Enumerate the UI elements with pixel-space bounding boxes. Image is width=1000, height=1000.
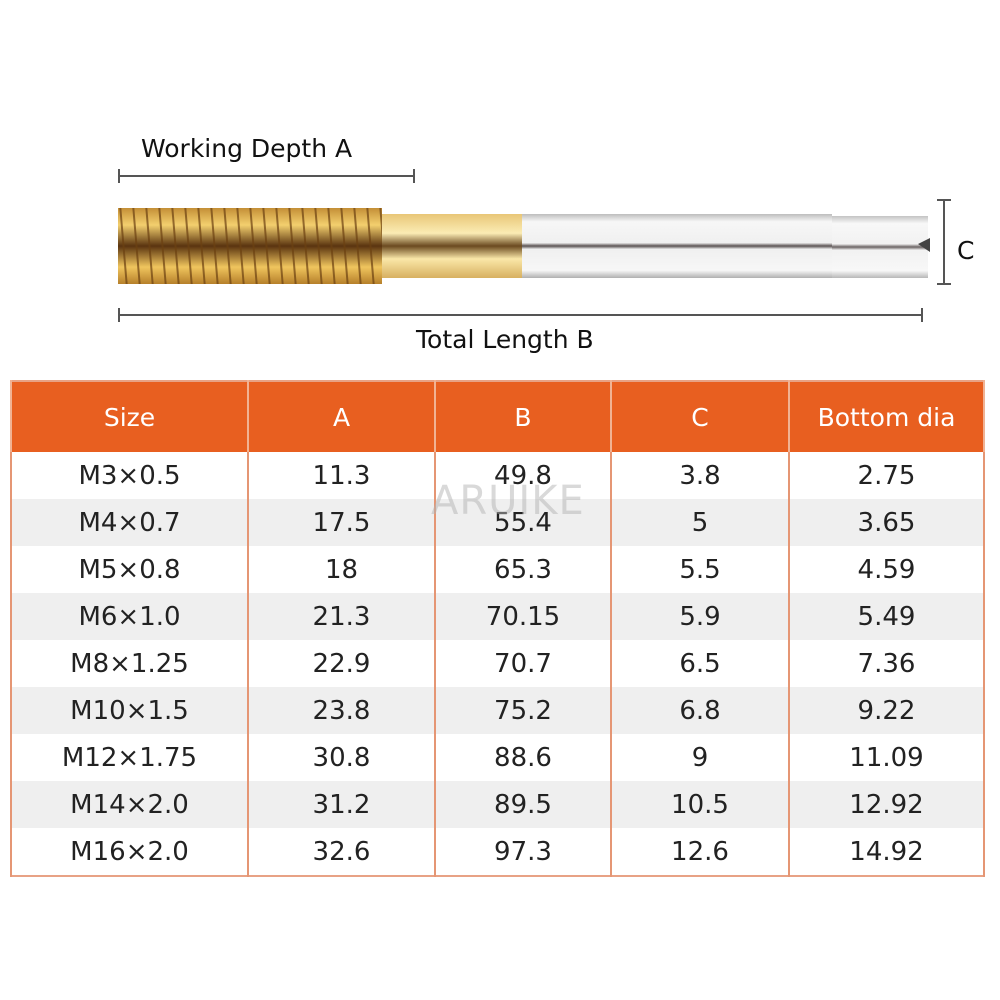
cell-b: 88.6 <box>434 734 612 781</box>
cell-c: 5 <box>610 499 790 546</box>
cell-size: M10×1.5 <box>10 687 249 734</box>
header-a: A <box>247 381 436 452</box>
cell-bottom-dia: 5.49 <box>788 593 985 640</box>
cell-bottom-dia: 7.36 <box>788 640 985 687</box>
cell-a: 32.6 <box>247 828 436 876</box>
table-header-row: Size A B C Bottom dia <box>10 381 985 452</box>
working-depth-line <box>118 175 414 177</box>
cell-c: 6.8 <box>610 687 790 734</box>
cell-b: 75.2 <box>434 687 612 734</box>
working-depth-label: Working Depth A <box>141 134 353 163</box>
table-row: M6×1.0 21.3 70.15 5.9 5.49 <box>10 593 985 640</box>
cell-bottom-dia: 3.65 <box>788 499 985 546</box>
cell-size: M16×2.0 <box>10 828 249 876</box>
cell-a: 23.8 <box>247 687 436 734</box>
diameter-label: C <box>957 236 975 265</box>
working-depth-tick-left <box>118 169 120 183</box>
cell-size: M6×1.0 <box>10 593 249 640</box>
cell-a: 11.3 <box>247 452 436 499</box>
total-length-label: Total Length B <box>416 325 594 354</box>
cell-c: 5.9 <box>610 593 790 640</box>
tap-illustration <box>118 208 930 284</box>
specification-table: Size A B C Bottom dia M3×0.5 11.3 49.8 3… <box>10 380 985 877</box>
cell-bottom-dia: 2.75 <box>788 452 985 499</box>
cell-b: 49.8 <box>434 452 612 499</box>
table-row: M16×2.0 32.6 97.3 12.6 14.92 <box>10 828 985 876</box>
diameter-line <box>943 199 945 285</box>
table-row: M3×0.5 11.3 49.8 3.8 2.75 <box>10 452 985 499</box>
header-b: B <box>434 381 612 452</box>
diameter-tick-top <box>937 199 951 201</box>
cell-a: 31.2 <box>247 781 436 828</box>
cell-b: 70.7 <box>434 640 612 687</box>
total-length-tick-right <box>921 308 923 322</box>
header-size: Size <box>10 381 249 452</box>
cell-c: 10.5 <box>610 781 790 828</box>
tap-dimension-diagram: Working Depth A <box>0 0 1000 370</box>
cell-b: 70.15 <box>434 593 612 640</box>
cell-c: 12.6 <box>610 828 790 876</box>
total-length-tick-left <box>118 308 120 322</box>
table-row: M10×1.5 23.8 75.2 6.8 9.22 <box>10 687 985 734</box>
header-c: C <box>610 381 790 452</box>
cell-size: M4×0.7 <box>10 499 249 546</box>
cell-size: M8×1.25 <box>10 640 249 687</box>
cell-a: 30.8 <box>247 734 436 781</box>
cell-bottom-dia: 4.59 <box>788 546 985 593</box>
cell-c: 9 <box>610 734 790 781</box>
cell-a: 22.9 <box>247 640 436 687</box>
table-row: M4×0.7 17.5 55.4 5 3.65 <box>10 499 985 546</box>
cell-b: 55.4 <box>434 499 612 546</box>
cell-c: 3.8 <box>610 452 790 499</box>
cell-b: 89.5 <box>434 781 612 828</box>
header-bottom-dia: Bottom dia <box>788 381 985 452</box>
table-row: M5×0.8 18 65.3 5.5 4.59 <box>10 546 985 593</box>
table-row: M14×2.0 31.2 89.5 10.5 12.92 <box>10 781 985 828</box>
cell-a: 21.3 <box>247 593 436 640</box>
diameter-tick-bottom <box>937 283 951 285</box>
cell-bottom-dia: 12.92 <box>788 781 985 828</box>
cell-b: 65.3 <box>434 546 612 593</box>
cell-c: 6.5 <box>610 640 790 687</box>
working-depth-tick-right <box>413 169 415 183</box>
cell-size: M5×0.8 <box>10 546 249 593</box>
cell-bottom-dia: 9.22 <box>788 687 985 734</box>
cell-size: M3×0.5 <box>10 452 249 499</box>
cell-size: M14×2.0 <box>10 781 249 828</box>
total-length-line <box>118 314 923 316</box>
cell-c: 5.5 <box>610 546 790 593</box>
cell-a: 17.5 <box>247 499 436 546</box>
cell-a: 18 <box>247 546 436 593</box>
table-row: M12×1.75 30.8 88.6 9 11.09 <box>10 734 985 781</box>
cell-bottom-dia: 14.92 <box>788 828 985 876</box>
cell-bottom-dia: 11.09 <box>788 734 985 781</box>
table-row: M8×1.25 22.9 70.7 6.5 7.36 <box>10 640 985 687</box>
cell-b: 97.3 <box>434 828 612 876</box>
cell-size: M12×1.75 <box>10 734 249 781</box>
